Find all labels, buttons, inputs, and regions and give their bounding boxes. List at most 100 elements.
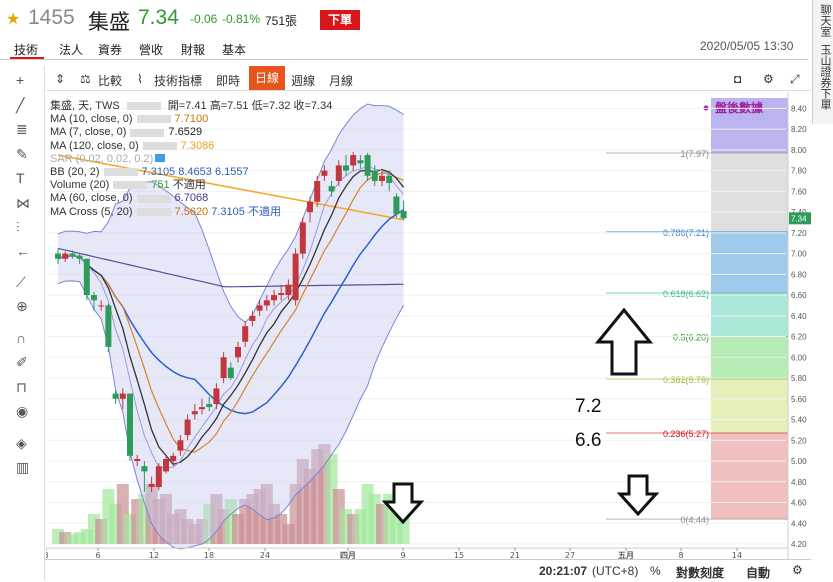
fib-zone [711,433,788,520]
forecast-icon[interactable]: ⫶ [16,219,20,235]
candle-body [263,300,270,306]
magnet-icon[interactable]: ∩ [16,330,27,346]
drawing-toolbar [0,66,45,581]
trash-icon[interactable]: ▥ [16,459,30,475]
candle-body [220,357,227,379]
ma60-line [57,247,404,288]
candle-body [76,255,83,259]
candle-body [350,155,357,166]
legend-ma120[interactable]: MA (120, close, 0) 7.3086 [50,140,332,153]
settings-small-icon[interactable]: ⚙ [792,563,803,577]
percent-toggle[interactable]: % [650,564,661,578]
zoom-icon[interactable]: ⊕ [16,298,28,314]
legend-bb-controls[interactable] [103,168,138,177]
chat-room-link[interactable]: 聊天室 [819,4,831,37]
x-tick-label: 四月 [340,551,356,559]
ma7-line [57,168,405,466]
legend-sar[interactable]: SAR (0.02, 0.02, 0.2) [50,153,332,166]
indicators-icon[interactable]: ⌇ [137,72,143,86]
candle-body [134,458,141,462]
tab-financials[interactable]: 財報 [181,43,206,57]
monthly-button[interactable]: 月線 [329,74,354,88]
legend-bb-v1: 7.3105 [141,166,176,179]
y-tick-label: 6.60 [791,291,807,300]
y-tick-label: 8.00 [791,146,807,155]
legend-ma10-controls[interactable] [136,115,171,124]
candle-body [256,305,263,311]
fullscreen-icon[interactable]: ⤢ [790,72,800,86]
indicators-button[interactable]: 技術指標 [154,74,203,88]
legend-ma7[interactable]: MA (7, close, 0) 7.6529 [50,126,332,139]
back-arrow-icon[interactable]: ← [16,243,30,259]
candle-body [91,295,97,301]
x-tick-label: 21 [510,551,520,559]
eye-icon[interactable] [155,153,166,162]
compare-button[interactable]: 比較 [98,74,123,88]
layers-icon[interactable]: ◈ [16,435,27,451]
trendline-icon[interactable]: ╱ [16,97,25,113]
up-arrow-icon [594,307,654,376]
daily-button[interactable]: 日線 [249,66,285,90]
legend-bb[interactable]: BB (20, 2) 7.3105 8.4653 6.1557 [50,166,332,179]
legend-ma60[interactable]: MA (60, close, 0) 6.7068 [50,192,332,205]
legend-close: 收=7.34 [293,100,333,112]
legend-macross-controls[interactable] [136,207,171,216]
fib-zone [711,292,788,337]
tab-margin[interactable]: 資券 [98,43,123,57]
auto-scale-toggle[interactable]: 自動 [746,566,771,580]
legend-ma10[interactable]: MA (10, close, 0) 7.7100 [50,113,332,126]
candle-body [112,393,119,399]
legend-main-controls[interactable] [126,102,161,111]
candle-body [213,388,220,404]
last-price-tag-bg [789,212,811,225]
intraday-button[interactable]: 即時 [216,74,241,88]
compare-icon[interactable]: ⚖ [80,72,91,86]
candle-body [386,175,393,184]
tab-institutional[interactable]: 法人 [59,43,84,57]
tab-basic[interactable]: 基本 [222,43,247,57]
candle-body [155,466,162,487]
side-panel: 聊天室 玉山證券下單 [812,0,833,124]
pencil-lock-icon[interactable]: ✐ [16,354,28,370]
tab-technical[interactable]: 技術 [14,43,39,57]
log-scale-toggle[interactable]: 對數刻度 [676,566,725,580]
candle-body [119,393,126,399]
fib-icon[interactable]: ≣ [16,121,28,137]
order-button[interactable]: 下單 [320,10,360,30]
legend-ma7-controls[interactable] [130,128,165,137]
ruler-icon[interactable]: ⟋ [16,274,26,290]
crosshair-icon[interactable]: + [16,72,25,88]
camera-icon[interactable]: ◘ [734,72,742,86]
legend-open: 開=7.41 [167,100,207,112]
candle-body [191,411,198,415]
brush-icon[interactable]: ✎ [16,146,28,162]
y-tick-label: 6.20 [791,333,807,342]
broker-order-link[interactable]: 玉山證券下單 [819,44,831,110]
chart-toolbar [46,66,811,91]
legend-macross-v1: 7.5620 [174,205,209,218]
legend-volume[interactable]: Volume (20) 751 不適用 [50,179,332,192]
interval-icon[interactable]: ⇕ [55,72,66,86]
weekly-button[interactable]: 週線 [291,74,316,88]
eye-icon[interactable]: ◉ [16,403,29,419]
y-tick-label: 7.00 [791,250,807,259]
tab-revenue[interactable]: 營收 [139,43,164,57]
legend-ma120-controls[interactable] [142,141,177,150]
gear-icon[interactable]: ⚙ [763,72,774,86]
text-icon[interactable]: T [16,170,25,186]
chart-footer: 20:21:07 (UTC+8) % 對數刻度 自動 ⚙ [44,559,811,582]
pattern-icon[interactable]: ⋈ [16,195,30,211]
bollinger-lower-line [57,280,405,550]
x-tick-label: 6 [95,551,100,559]
star-icon[interactable]: ★ [6,11,21,28]
price-chart[interactable]: 1(7.97)0.786(7.21)0.618(6.62)0.5(6.20)0.… [46,92,811,559]
candle-body [227,367,234,379]
x-tick-label: 27 [565,551,575,559]
legend-volume-controls[interactable] [113,181,148,190]
lock-icon[interactable]: ⊓ [16,379,27,395]
legend-macross[interactable]: MA Cross (5, 20) 7.5620 7.3105 不適用 [50,206,332,219]
fib-label: 0.236(5.27) [663,429,709,439]
legend-ma7-value: 7.6529 [168,126,203,139]
legend-ma60-controls[interactable] [136,194,171,203]
legend-ma120-label: MA (120, close, 0) [50,139,139,152]
